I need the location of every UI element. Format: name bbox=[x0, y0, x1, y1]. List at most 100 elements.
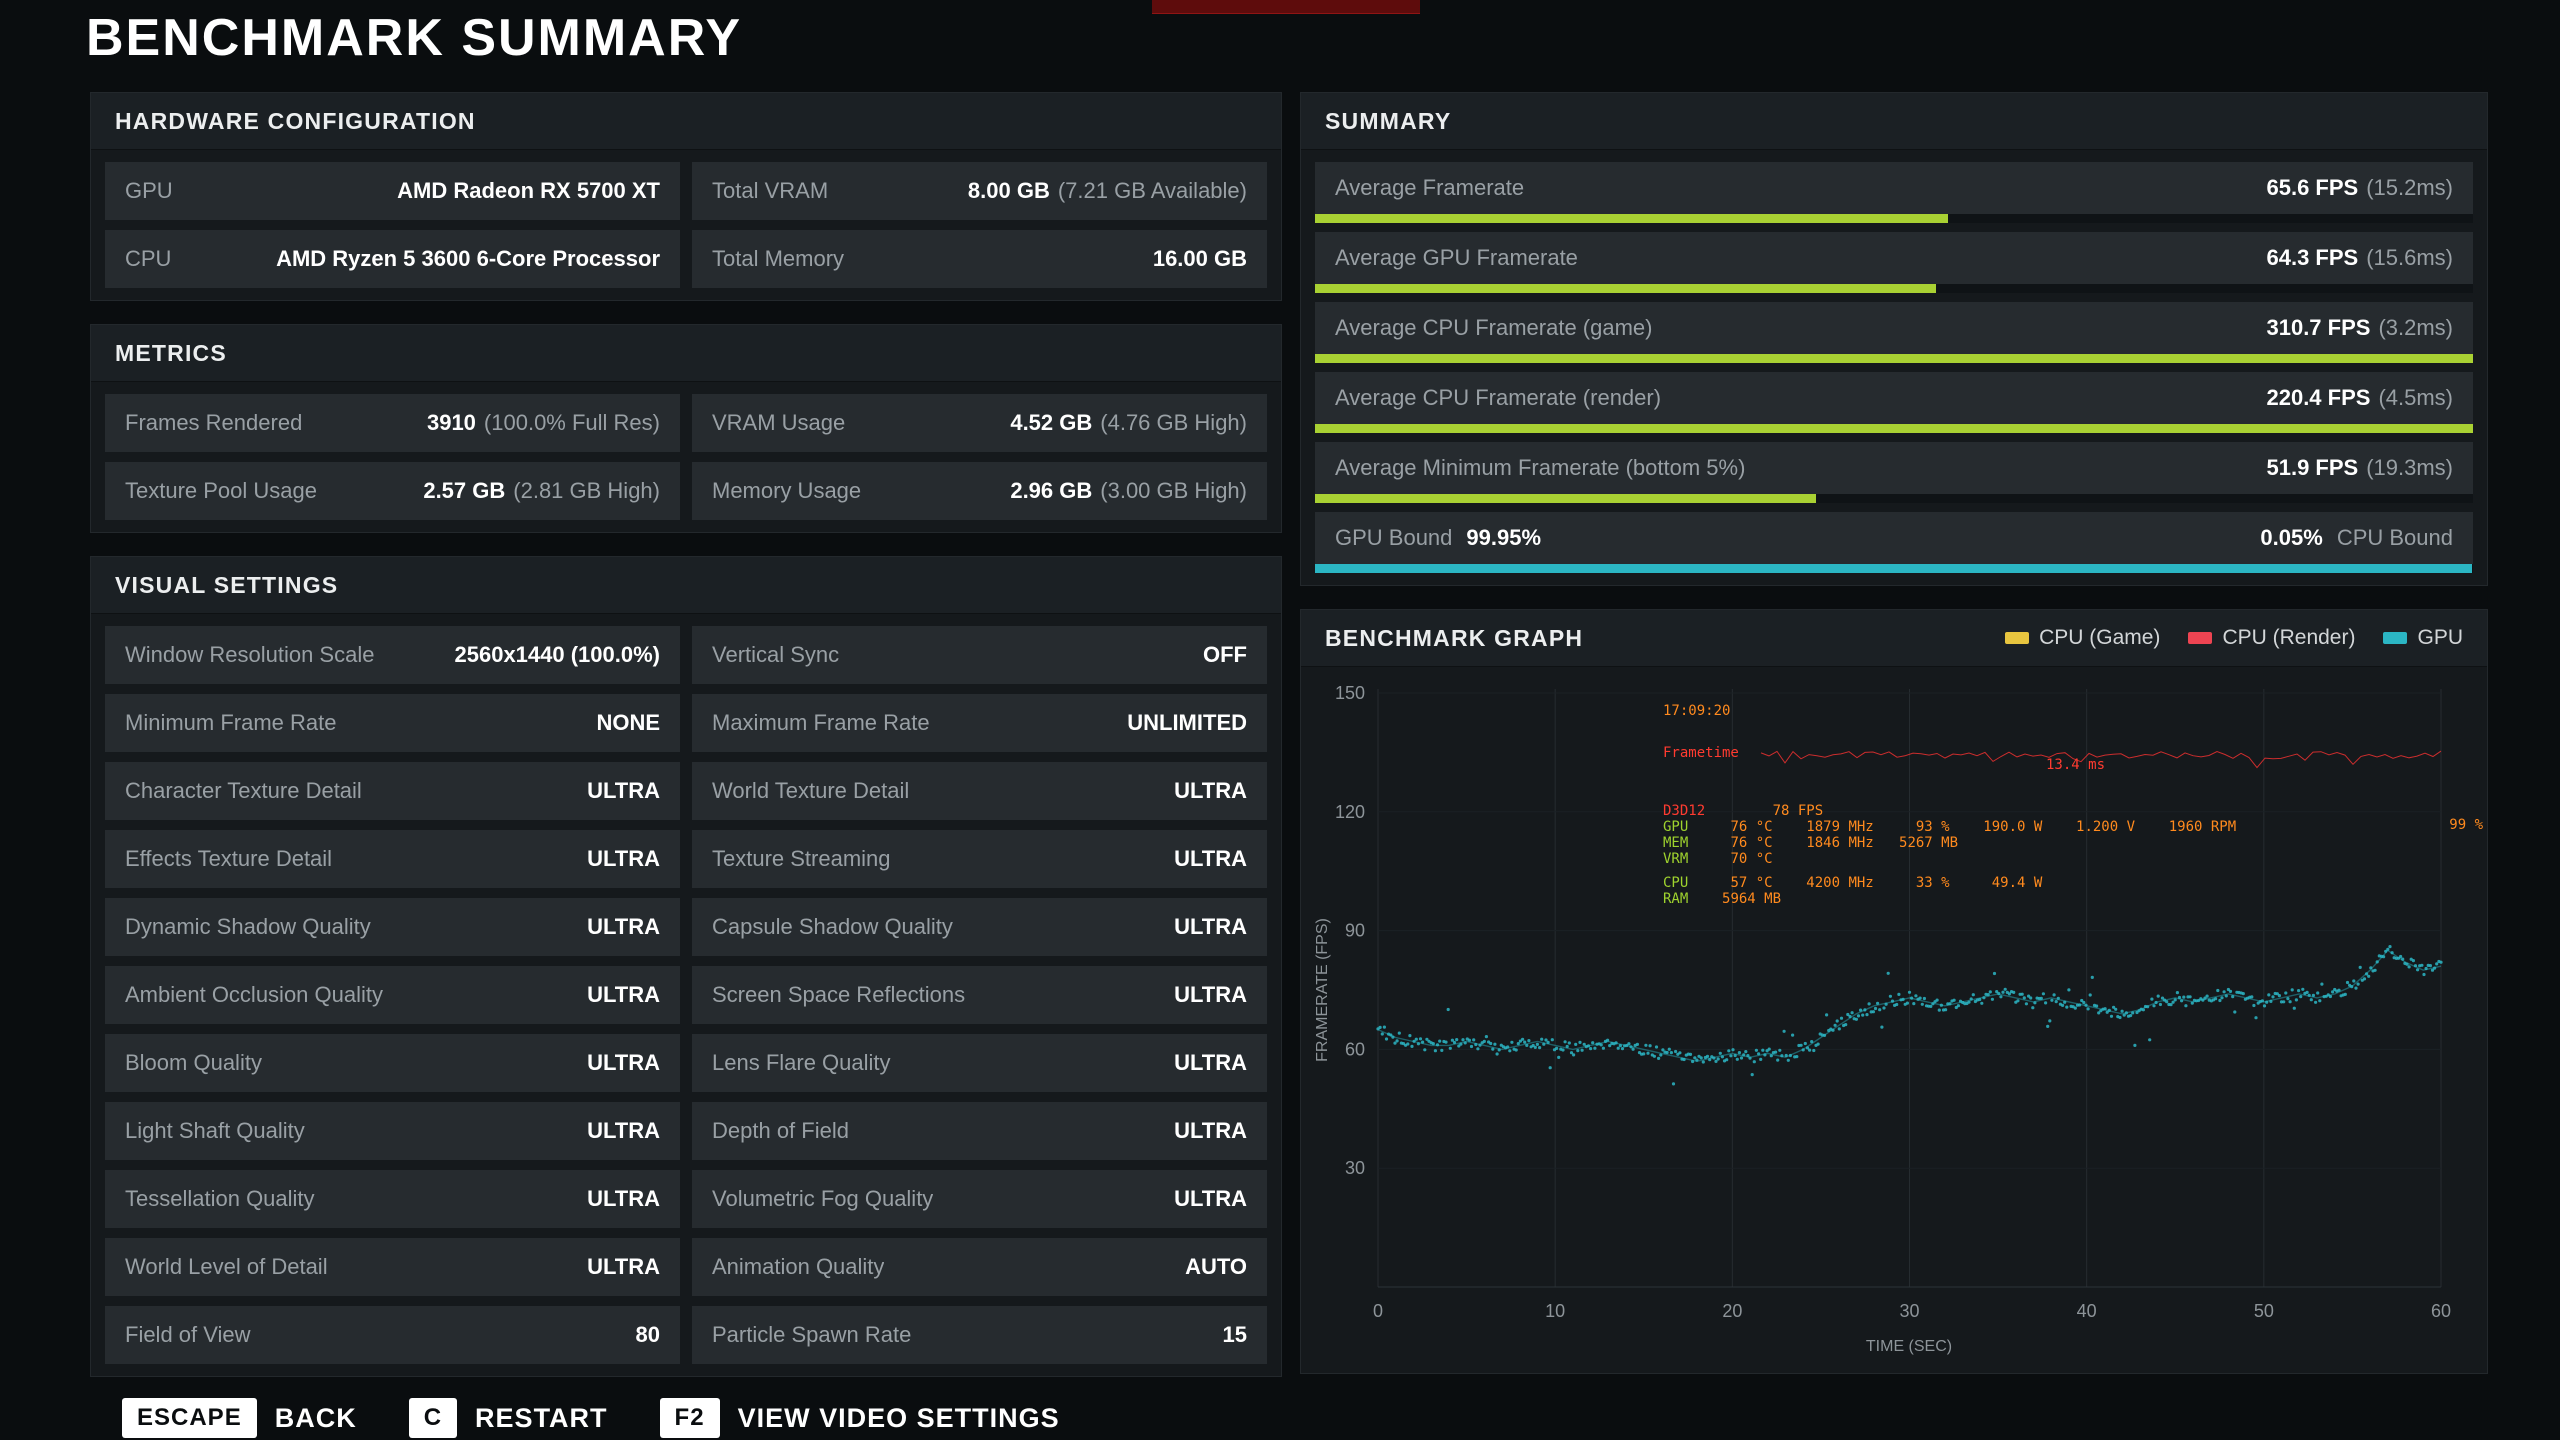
cpu-bound-value: 0.05% bbox=[2260, 525, 2323, 550]
hardware-row-value-main: AMD Radeon RX 5700 XT bbox=[397, 178, 660, 203]
setting-row-label: Screen Space Reflections bbox=[712, 982, 966, 1007]
setting-row-label: Particle Spawn Rate bbox=[712, 1322, 912, 1347]
setting-row-value: ULTRA bbox=[1174, 914, 1247, 940]
hardware-rows: GPU AMD Radeon RX 5700 XT Total VRAM 8.00 G… bbox=[91, 150, 1281, 300]
setting-row: Volumetric Fog Quality ULTRA bbox=[692, 1170, 1267, 1228]
setting-row-value: UNLIMITED bbox=[1127, 710, 1247, 736]
metrics-row-label: Memory Usage bbox=[712, 478, 862, 503]
page-title: BENCHMARK SUMMARY bbox=[86, 9, 743, 67]
view-video-settings-action[interactable]: F2 VIEW VIDEO SETTINGS bbox=[659, 1398, 1060, 1438]
metrics-row-value-main: 4.52 GB bbox=[1010, 410, 1093, 435]
setting-row: Animation Quality AUTO bbox=[692, 1238, 1267, 1296]
summary-rows: Average Framerate 65.6 FPS (15.2ms) Average… bbox=[1301, 150, 2487, 585]
hardware-row-value: AMD Ryzen 5 3600 6-Core Processor bbox=[276, 246, 660, 272]
svg-text:120: 120 bbox=[1335, 802, 1365, 822]
setting-row-value: ULTRA bbox=[587, 778, 660, 804]
framerate-bar-fill bbox=[1315, 214, 1949, 223]
setting-row-value: ULTRA bbox=[587, 914, 660, 940]
legend-swatch bbox=[2005, 632, 2030, 644]
hardware-row-value-main: 16.00 GB bbox=[1152, 246, 1247, 271]
summary-row-fps: 64.3 FPS bbox=[2266, 245, 2359, 270]
gpu-bound-row: GPU Bound 99.95% 0.05% CPU Bound bbox=[1315, 512, 2473, 573]
setting-row-value-main: ULTRA bbox=[587, 846, 660, 871]
setting-row: Maximum Frame Rate UNLIMITED bbox=[692, 694, 1267, 752]
setting-row: Light Shaft Quality ULTRA bbox=[105, 1102, 680, 1160]
metrics-panel: METRICS Frames Rendered 3910 (100.0% Full … bbox=[90, 324, 1282, 533]
setting-row: Minimum Frame Rate NONE bbox=[105, 694, 680, 752]
metrics-row-value-note: (2.81 GB High) bbox=[513, 478, 660, 503]
framerate-bar-track bbox=[1315, 354, 2473, 363]
setting-row-value-main: ULTRA bbox=[587, 1118, 660, 1143]
svg-text:150: 150 bbox=[1335, 683, 1365, 703]
left-column: HARDWARE CONFIGURATION GPU AMD Radeon RX … bbox=[90, 92, 1282, 1377]
svg-text:50: 50 bbox=[2254, 1301, 2274, 1321]
setting-row-label: Light Shaft Quality bbox=[125, 1118, 305, 1143]
setting-row-value: OFF bbox=[1203, 642, 1247, 668]
setting-row-value: ULTRA bbox=[1174, 778, 1247, 804]
svg-text:10: 10 bbox=[1545, 1301, 1565, 1321]
setting-row-value-main: ULTRA bbox=[1174, 982, 1247, 1007]
summary-row-fps: 310.7 FPS bbox=[2266, 315, 2371, 340]
setting-row-label: Texture Streaming bbox=[712, 846, 891, 871]
hardware-configuration-header: HARDWARE CONFIGURATION bbox=[91, 93, 1281, 150]
setting-row: Vertical Sync OFF bbox=[692, 626, 1267, 684]
setting-row-value-main: NONE bbox=[596, 710, 660, 735]
summary-row-fps: 51.9 FPS bbox=[2266, 455, 2359, 480]
footer-action-bar: ESCAPE BACK C RESTART F2 VIEW VIDEO SETTINGS bbox=[122, 1398, 1060, 1438]
metrics-row-value: 4.52 GB (4.76 GB High) bbox=[1010, 410, 1247, 436]
metrics-row-label: Texture Pool Usage bbox=[125, 478, 317, 503]
setting-row: Dynamic Shadow Quality ULTRA bbox=[105, 898, 680, 956]
benchmark-graph-header: BENCHMARK GRAPH CPU (Game) CPU (Render) GP… bbox=[1301, 610, 2487, 667]
setting-row-label: Maximum Frame Rate bbox=[712, 710, 930, 735]
setting-row-value: ULTRA bbox=[1174, 982, 1247, 1008]
setting-row: Particle Spawn Rate 15 bbox=[692, 1306, 1267, 1364]
restart-label: RESTART bbox=[475, 1402, 608, 1433]
setting-row: World Texture Detail ULTRA bbox=[692, 762, 1267, 820]
setting-row-label: Bloom Quality bbox=[125, 1050, 262, 1075]
hardware-row-value-main: AMD Ryzen 5 3600 6-Core Processor bbox=[276, 246, 660, 271]
metrics-row-value: 2.57 GB (2.81 GB High) bbox=[423, 478, 660, 504]
setting-row-value: ULTRA bbox=[1174, 1186, 1247, 1212]
restart-action[interactable]: C RESTART bbox=[408, 1398, 608, 1438]
hardware-row: GPU AMD Radeon RX 5700 XT bbox=[105, 162, 680, 220]
metrics-row-value-main: 2.57 GB bbox=[423, 478, 506, 503]
summary-row-ms: (15.2ms) bbox=[2366, 175, 2453, 200]
gpu-bound-line: GPU Bound 99.95% 0.05% CPU Bound bbox=[1315, 512, 2473, 564]
metrics-row-value-main: 2.96 GB bbox=[1010, 478, 1093, 503]
metrics-row: Texture Pool Usage 2.57 GB (2.81 GB High) bbox=[105, 462, 680, 520]
hardware-configuration-title: HARDWARE CONFIGURATION bbox=[115, 107, 476, 134]
setting-row-value-main: ULTRA bbox=[1174, 1186, 1247, 1211]
benchmark-graph-title: BENCHMARK GRAPH bbox=[1325, 624, 1584, 651]
legend-label: CPU (Render) bbox=[2222, 626, 2356, 649]
escape-keycap[interactable]: ESCAPE bbox=[122, 1398, 257, 1438]
setting-row: Texture Streaming ULTRA bbox=[692, 830, 1267, 888]
hardware-configuration-panel: HARDWARE CONFIGURATION GPU AMD Radeon RX … bbox=[90, 92, 1282, 301]
summary-row: Average GPU Framerate 64.3 FPS (15.6ms) bbox=[1315, 232, 2473, 293]
hardware-row-value: AMD Radeon RX 5700 XT bbox=[397, 178, 660, 204]
summary-row-line: Average CPU Framerate (game) 310.7 FPS (3.… bbox=[1315, 302, 2473, 354]
hardware-row: Total VRAM 8.00 GB (7.21 GB Available) bbox=[692, 162, 1267, 220]
summary-header: SUMMARY bbox=[1301, 93, 2487, 150]
setting-row-label: Field of View bbox=[125, 1322, 251, 1347]
hardware-row-label: CPU bbox=[125, 246, 172, 271]
cpu-bound-right: 0.05% CPU Bound bbox=[2260, 525, 2453, 551]
summary-row-value: 310.7 FPS (3.2ms) bbox=[2266, 315, 2453, 341]
setting-row-value-main: ULTRA bbox=[1174, 1118, 1247, 1143]
summary-row-value: 51.9 FPS (19.3ms) bbox=[2266, 455, 2453, 481]
setting-row-value-main: ULTRA bbox=[1174, 914, 1247, 939]
setting-row-label: Ambient Occlusion Quality bbox=[125, 982, 383, 1007]
view-video-settings-label: VIEW VIDEO SETTINGS bbox=[737, 1402, 1060, 1433]
setting-row-value-main: 2560x1440 (100.0%) bbox=[454, 642, 661, 667]
c-keycap[interactable]: C bbox=[408, 1398, 458, 1438]
setting-row-label: Lens Flare Quality bbox=[712, 1050, 891, 1075]
back-action[interactable]: ESCAPE BACK bbox=[122, 1398, 357, 1438]
setting-row-value-main: 15 bbox=[1222, 1322, 1247, 1347]
metrics-row-value: 3910 (100.0% Full Res) bbox=[427, 410, 660, 436]
legend-item-gpu: GPU bbox=[2383, 626, 2463, 650]
f2-keycap[interactable]: F2 bbox=[659, 1398, 720, 1438]
cpu-bound-label: CPU Bound bbox=[2336, 525, 2453, 550]
summary-row-label: Average Minimum Framerate (bottom 5%) bbox=[1335, 455, 1746, 480]
metrics-row-label: Frames Rendered bbox=[125, 410, 303, 435]
hardware-row: Total Memory 16.00 GB bbox=[692, 230, 1267, 288]
